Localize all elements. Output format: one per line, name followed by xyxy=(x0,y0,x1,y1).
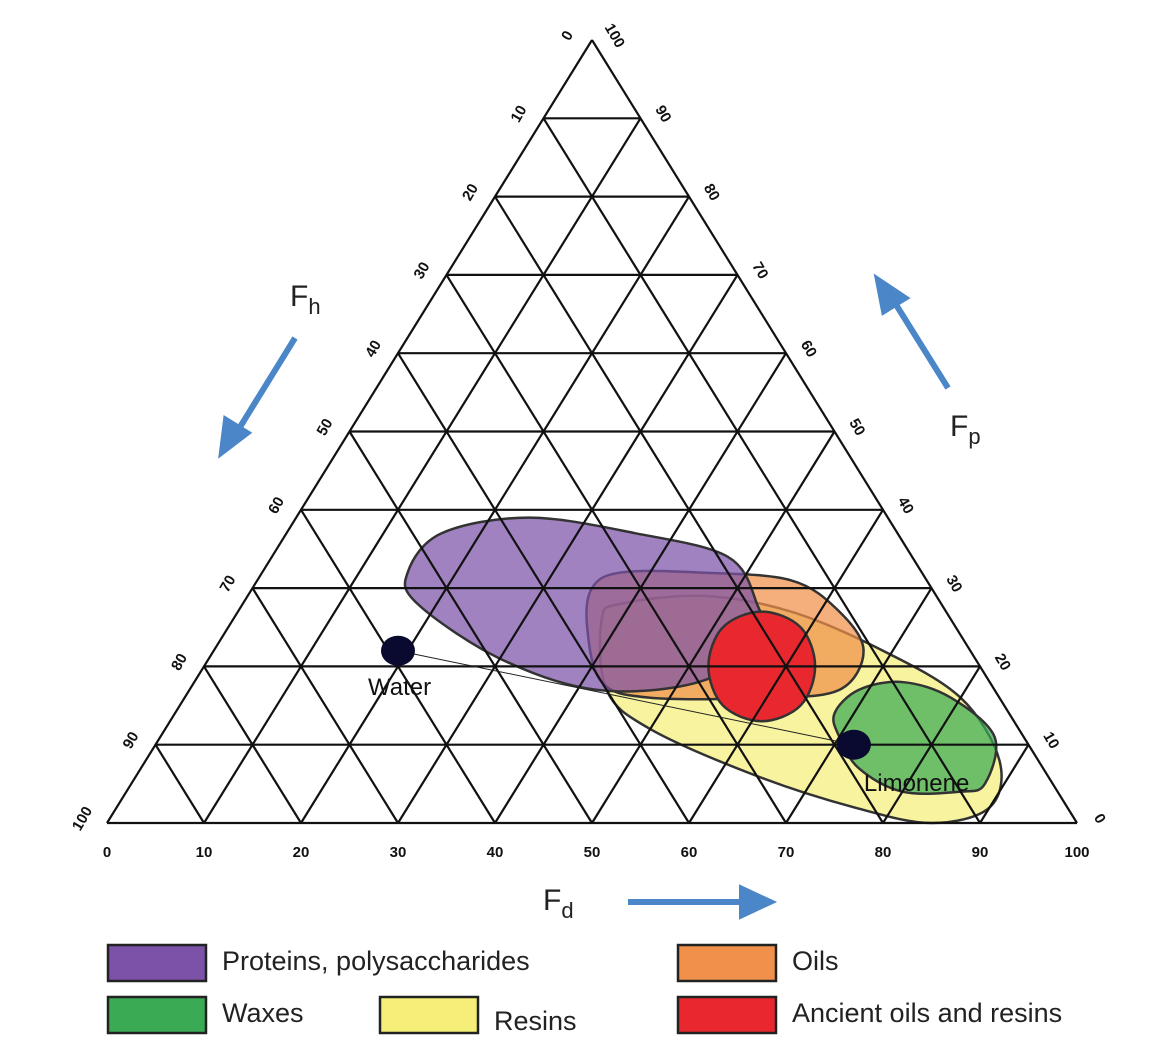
fh-tick-label: 30 xyxy=(411,259,434,282)
fp-tick-label: 50 xyxy=(845,416,868,439)
grid xyxy=(106,39,1078,825)
fd-tick-label: 80 xyxy=(875,844,892,861)
fd-tick-label: 10 xyxy=(196,844,213,861)
marks xyxy=(381,635,871,760)
tie-line xyxy=(397,650,855,746)
fh-tick-label: 40 xyxy=(362,337,385,360)
grid-line xyxy=(203,665,302,824)
point-label: Limonene xyxy=(864,770,969,797)
fh-tick-label: 90 xyxy=(120,729,143,752)
fh-tick-label: 80 xyxy=(168,651,191,674)
legend-label: Resins xyxy=(494,1006,577,1036)
fp-tick-label: 80 xyxy=(700,181,723,204)
legend-swatch xyxy=(676,943,778,983)
fp-subscript: p xyxy=(968,424,980,449)
fp-tick-label: 70 xyxy=(748,259,771,282)
fd-arrowhead xyxy=(739,884,778,920)
grid-line xyxy=(445,274,787,824)
grid-line xyxy=(300,509,496,824)
fd-subscript: d xyxy=(561,898,573,923)
fd-tick-label: 50 xyxy=(584,844,601,861)
fd-symbol: F xyxy=(543,884,561,917)
fp-arrowhead xyxy=(873,273,911,316)
legend-swatch xyxy=(106,995,208,1035)
fh-tick-label: 20 xyxy=(459,181,482,204)
grid-line xyxy=(154,744,205,824)
fh-arrowhead xyxy=(218,414,253,459)
grid-line xyxy=(785,587,933,824)
fp-arrow xyxy=(887,293,951,390)
grid-line xyxy=(494,196,884,824)
fp-title: Fp xyxy=(950,410,981,449)
fd-tick-label: 70 xyxy=(778,844,795,861)
fp-tick-label: 20 xyxy=(991,651,1014,674)
fp-tick-label: 30 xyxy=(942,572,965,595)
fh-tick-label: 10 xyxy=(508,103,531,126)
fh-title: Fh xyxy=(290,280,321,319)
fp-tick-label: 0 xyxy=(1090,811,1109,827)
grid-line xyxy=(397,274,739,824)
fd-tick-label: 90 xyxy=(972,844,989,861)
fp-tick-label: 10 xyxy=(1039,729,1062,752)
fp-tick-label: 90 xyxy=(651,103,674,126)
grid-line xyxy=(203,117,642,824)
legend-swatch xyxy=(106,943,208,983)
fp-tick-label: 100 xyxy=(601,21,628,51)
fh-subscript: h xyxy=(308,294,320,319)
fd-tick-label: 100 xyxy=(1064,844,1089,861)
grid-line xyxy=(348,430,593,824)
fh-symbol: F xyxy=(290,280,308,313)
fh-tick-label: 50 xyxy=(314,416,337,439)
fp-symbol: F xyxy=(950,410,968,443)
legend-label: Ancient oils and resins xyxy=(792,998,1062,1028)
grid-line xyxy=(591,430,836,824)
legend-swatch xyxy=(378,995,480,1035)
fd-tick-label: 60 xyxy=(681,844,698,861)
fd-tick-label: 30 xyxy=(390,844,407,861)
grid-line xyxy=(542,117,981,824)
fh-arrow xyxy=(229,336,298,442)
fh-tick-label: 70 xyxy=(217,572,240,595)
legend: Proteins, polysaccharides Oils Waxes Resins… xyxy=(106,943,1062,1036)
point xyxy=(836,729,871,760)
point-label: Water xyxy=(368,674,431,701)
grid-line xyxy=(979,744,1030,824)
fp-tick-label: 60 xyxy=(797,337,820,360)
grid-line xyxy=(251,587,399,824)
fh-tick-label: 100 xyxy=(69,804,96,834)
direction-arrows xyxy=(218,273,951,920)
fp-tick-label: 40 xyxy=(894,494,917,517)
legend-label: Waxes xyxy=(222,998,304,1028)
grid-line xyxy=(397,352,690,824)
fd-tick-label: 20 xyxy=(293,844,310,861)
fd-tick-label: 0 xyxy=(103,844,111,861)
grid-line xyxy=(591,39,1078,824)
fd-tick-label: 40 xyxy=(487,844,504,861)
fh-tick-label: 0 xyxy=(558,28,577,44)
fh-tick-label: 60 xyxy=(265,494,288,517)
point xyxy=(381,635,415,666)
legend-label: Proteins, polysaccharides xyxy=(222,946,530,976)
fd-title: Fd xyxy=(543,884,574,923)
legend-swatch xyxy=(676,995,778,1035)
legend-label: Oils xyxy=(792,946,839,976)
